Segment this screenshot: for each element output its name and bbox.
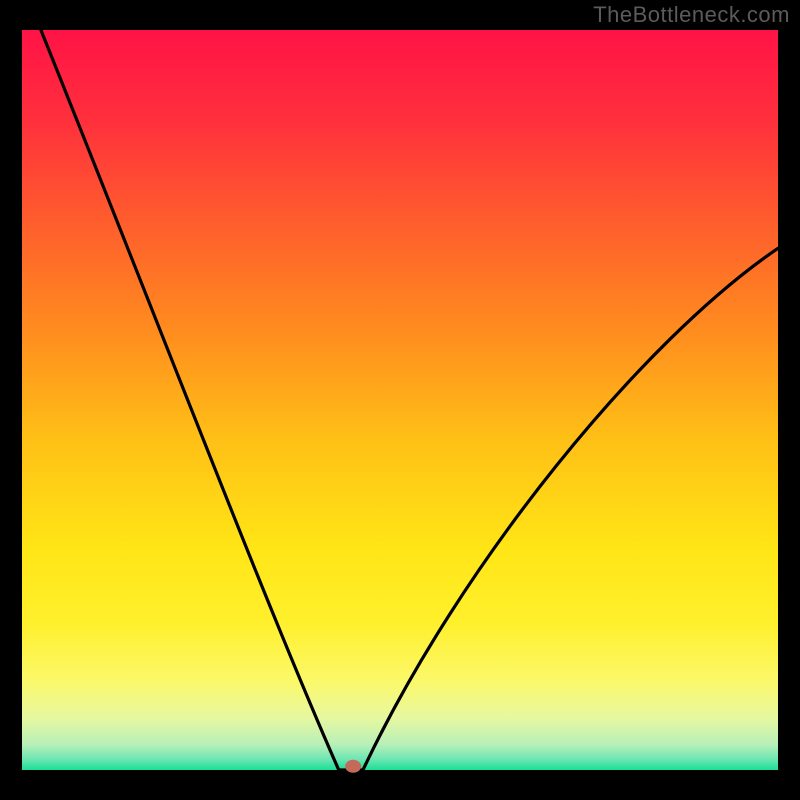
watermark-text: TheBottleneck.com xyxy=(593,2,790,28)
bottleneck-chart xyxy=(0,0,800,800)
gradient-background xyxy=(22,30,778,770)
optimal-point-marker xyxy=(345,760,361,773)
